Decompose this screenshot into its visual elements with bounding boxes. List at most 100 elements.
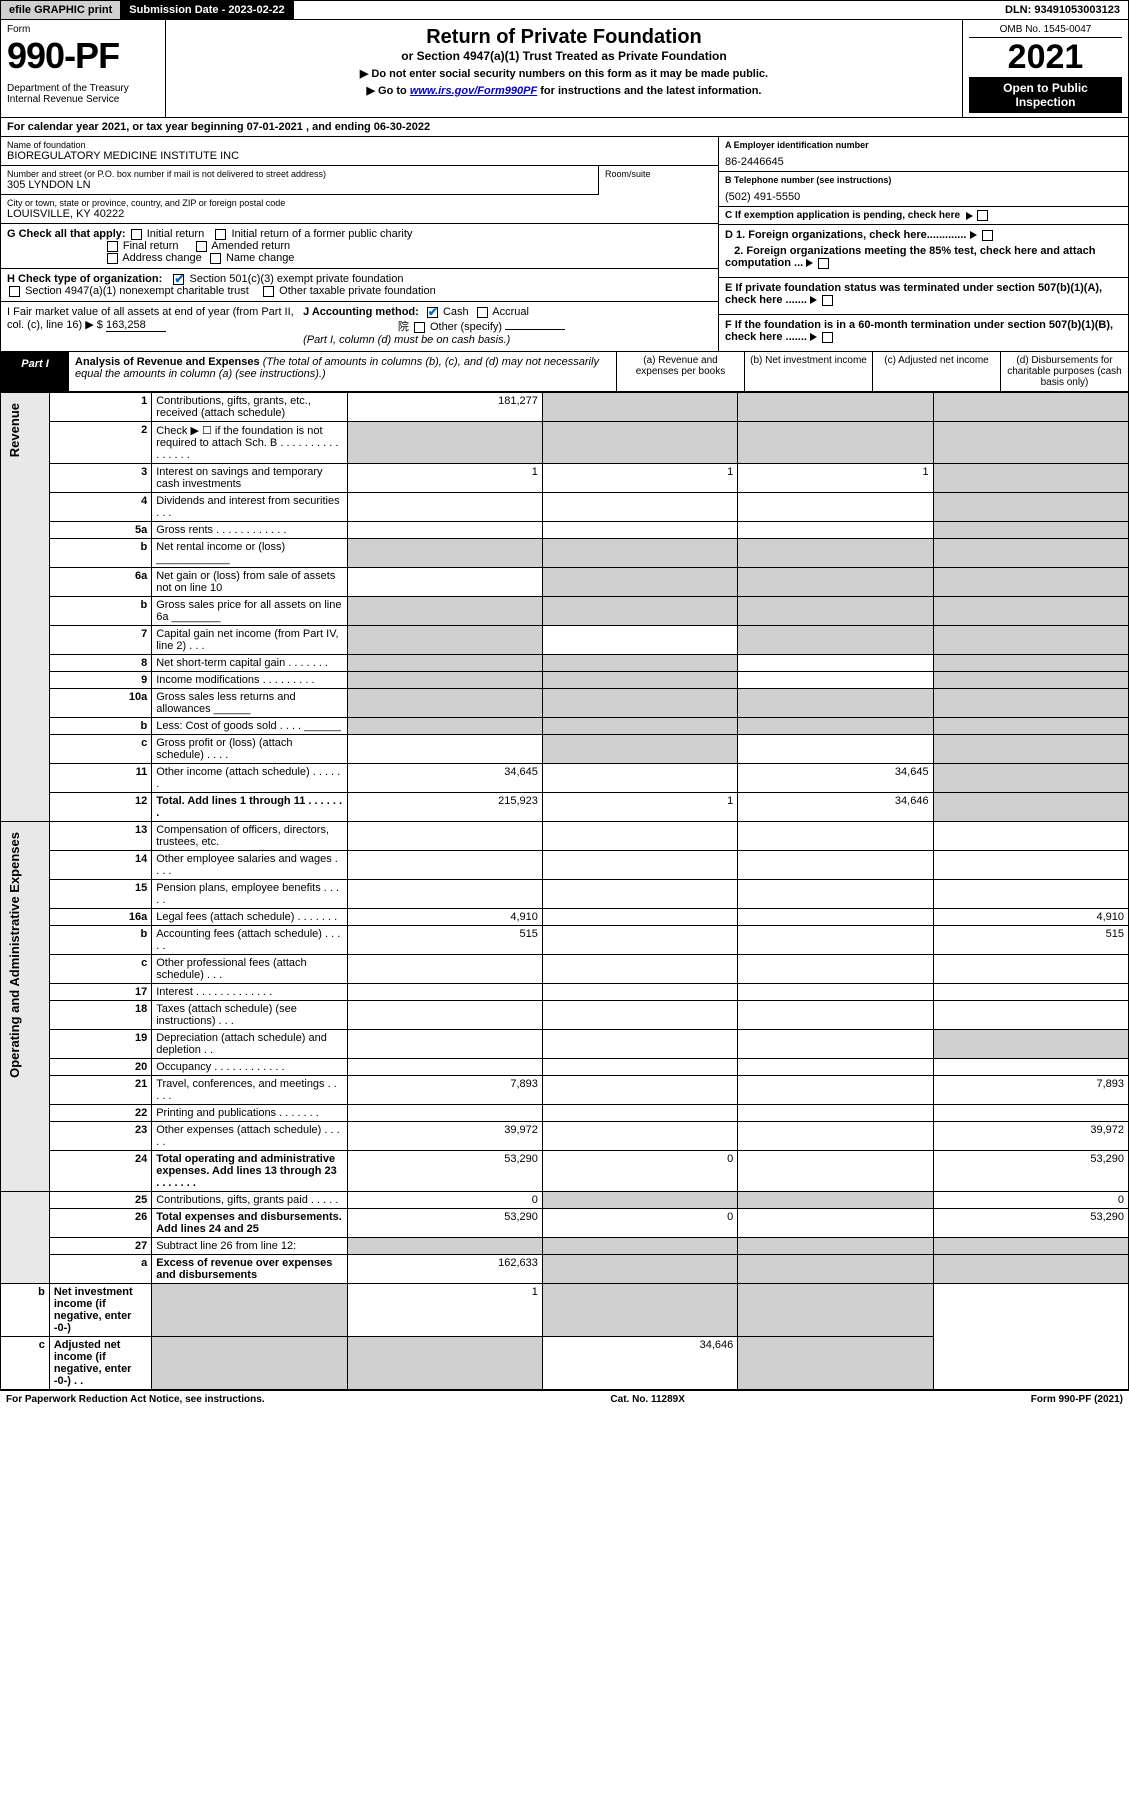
line-desc: Gross profit or (loss) (attach schedule)… <box>152 735 347 764</box>
d1-checkbox[interactable] <box>982 230 993 241</box>
line-desc: Gross sales less returns and allowances … <box>152 689 347 718</box>
line-desc: Check ▶ ☐ if the foundation is not requi… <box>152 422 347 464</box>
part1-title: Analysis of Revenue and Expenses <box>75 356 260 368</box>
amt-col <box>738 393 933 422</box>
4947-checkbox[interactable] <box>9 286 20 297</box>
accrual-checkbox[interactable] <box>477 307 488 318</box>
other-method-checkbox[interactable] <box>414 322 425 333</box>
table-row: 19Depreciation (attach schedule) and dep… <box>1 1030 1129 1059</box>
amt-col <box>738 568 933 597</box>
amt-col: 53,290 <box>933 1209 1128 1238</box>
open-inspection: Open to Public Inspection <box>969 77 1122 113</box>
line-desc: Other professional fees (attach schedule… <box>152 955 347 984</box>
line-number: 13 <box>49 822 151 851</box>
calendar-year-row: For calendar year 2021, or tax year begi… <box>0 118 1129 137</box>
amt-col <box>933 493 1128 522</box>
line-number: 5a <box>49 522 151 539</box>
final-return-checkbox[interactable] <box>107 241 118 252</box>
form-header: Form 990-PF Department of the TreasuryIn… <box>0 20 1129 118</box>
city-label: City or town, state or province, country… <box>7 198 712 208</box>
line-number: 9 <box>49 672 151 689</box>
amt-col: 215,923 <box>347 793 542 822</box>
city: LOUISVILLE, KY 40222 <box>7 208 712 220</box>
amt-col <box>347 822 542 851</box>
amt-col <box>738 1076 933 1105</box>
line-number: 20 <box>49 1059 151 1076</box>
e-checkbox[interactable] <box>822 295 833 306</box>
amt-col <box>542 1192 737 1209</box>
amt-col <box>738 735 933 764</box>
table-row: 10aGross sales less returns and allowanc… <box>1 689 1129 718</box>
entity-info: Name of foundation BIOREGULATORY MEDICIN… <box>0 137 1129 352</box>
footer-right: Form 990-PF (2021) <box>1031 1394 1123 1405</box>
initial-public-checkbox[interactable] <box>215 229 226 240</box>
amt-col <box>152 1284 347 1337</box>
amt-col <box>542 1001 737 1030</box>
c-checkbox[interactable] <box>977 210 988 221</box>
amt-col <box>738 1209 933 1238</box>
amt-col <box>347 689 542 718</box>
amt-col <box>542 422 737 464</box>
amt-col <box>542 851 737 880</box>
amt-col <box>347 1337 542 1390</box>
table-row: 18Taxes (attach schedule) (see instructi… <box>1 1001 1129 1030</box>
line-number: b <box>49 926 151 955</box>
amt-col <box>542 909 737 926</box>
table-row: 17Interest . . . . . . . . . . . . . <box>1 984 1129 1001</box>
amt-col <box>738 718 933 735</box>
amt-col <box>738 493 933 522</box>
amt-col <box>933 1105 1128 1122</box>
form-title: Return of Private Foundation <box>172 26 956 49</box>
addr-label: Number and street (or P.O. box number if… <box>7 169 592 179</box>
h-check-row: H Check type of organization: Section 50… <box>1 269 718 302</box>
amt-col <box>738 1122 933 1151</box>
amended-checkbox[interactable] <box>196 241 207 252</box>
initial-return-checkbox[interactable] <box>131 229 142 240</box>
irs-link[interactable]: www.irs.gov/Form990PF <box>410 85 537 97</box>
amt-col: 39,972 <box>933 1122 1128 1151</box>
amt-col <box>738 1192 933 1209</box>
name-change-checkbox[interactable] <box>210 253 221 264</box>
line-desc: Contributions, gifts, grants, etc., rece… <box>152 393 347 422</box>
line-number: 8 <box>49 655 151 672</box>
amt-col <box>933 955 1128 984</box>
amt-col <box>542 822 737 851</box>
amt-col <box>542 1059 737 1076</box>
line-desc: Interest . . . . . . . . . . . . . <box>152 984 347 1001</box>
cash-checkbox[interactable] <box>427 307 438 318</box>
line-number: b <box>1 1284 50 1337</box>
amt-col <box>933 1255 1128 1284</box>
amt-col: 181,277 <box>347 393 542 422</box>
table-row: 15Pension plans, employee benefits . . .… <box>1 880 1129 909</box>
table-row: 20Occupancy . . . . . . . . . . . . <box>1 1059 1129 1076</box>
amt-col: 53,290 <box>347 1151 542 1192</box>
amt-col <box>542 1105 737 1122</box>
amt-col: 39,972 <box>347 1122 542 1151</box>
line-desc: Pension plans, employee benefits . . . .… <box>152 880 347 909</box>
other-taxable-checkbox[interactable] <box>263 286 274 297</box>
table-row: bGross sales price for all assets on lin… <box>1 597 1129 626</box>
address: 305 LYNDON LN <box>7 179 592 191</box>
amt-col <box>933 522 1128 539</box>
phone: (502) 491-5550 <box>725 185 1122 203</box>
table-row: bNet rental income or (loss) ___________… <box>1 539 1129 568</box>
f-checkbox[interactable] <box>822 332 833 343</box>
footer-left: For Paperwork Reduction Act Notice, see … <box>6 1394 265 1405</box>
d2-checkbox[interactable] <box>818 258 829 269</box>
amt-col <box>933 764 1128 793</box>
dept-treasury: Department of the TreasuryInternal Reven… <box>7 83 159 105</box>
amt-col: 34,645 <box>738 764 933 793</box>
line-number: a <box>49 1255 151 1284</box>
amt-col <box>347 655 542 672</box>
amt-col <box>542 672 737 689</box>
col-c-hdr: (c) Adjusted net income <box>872 352 1000 391</box>
amt-col <box>542 689 737 718</box>
table-row: 22Printing and publications . . . . . . … <box>1 1105 1129 1122</box>
501c3-checkbox[interactable] <box>173 274 184 285</box>
line-number: 12 <box>49 793 151 822</box>
amt-col <box>738 1238 933 1255</box>
form-number: 990-PF <box>7 35 159 77</box>
address-change-checkbox[interactable] <box>107 253 118 264</box>
amt-col <box>738 1001 933 1030</box>
amt-col <box>933 539 1128 568</box>
